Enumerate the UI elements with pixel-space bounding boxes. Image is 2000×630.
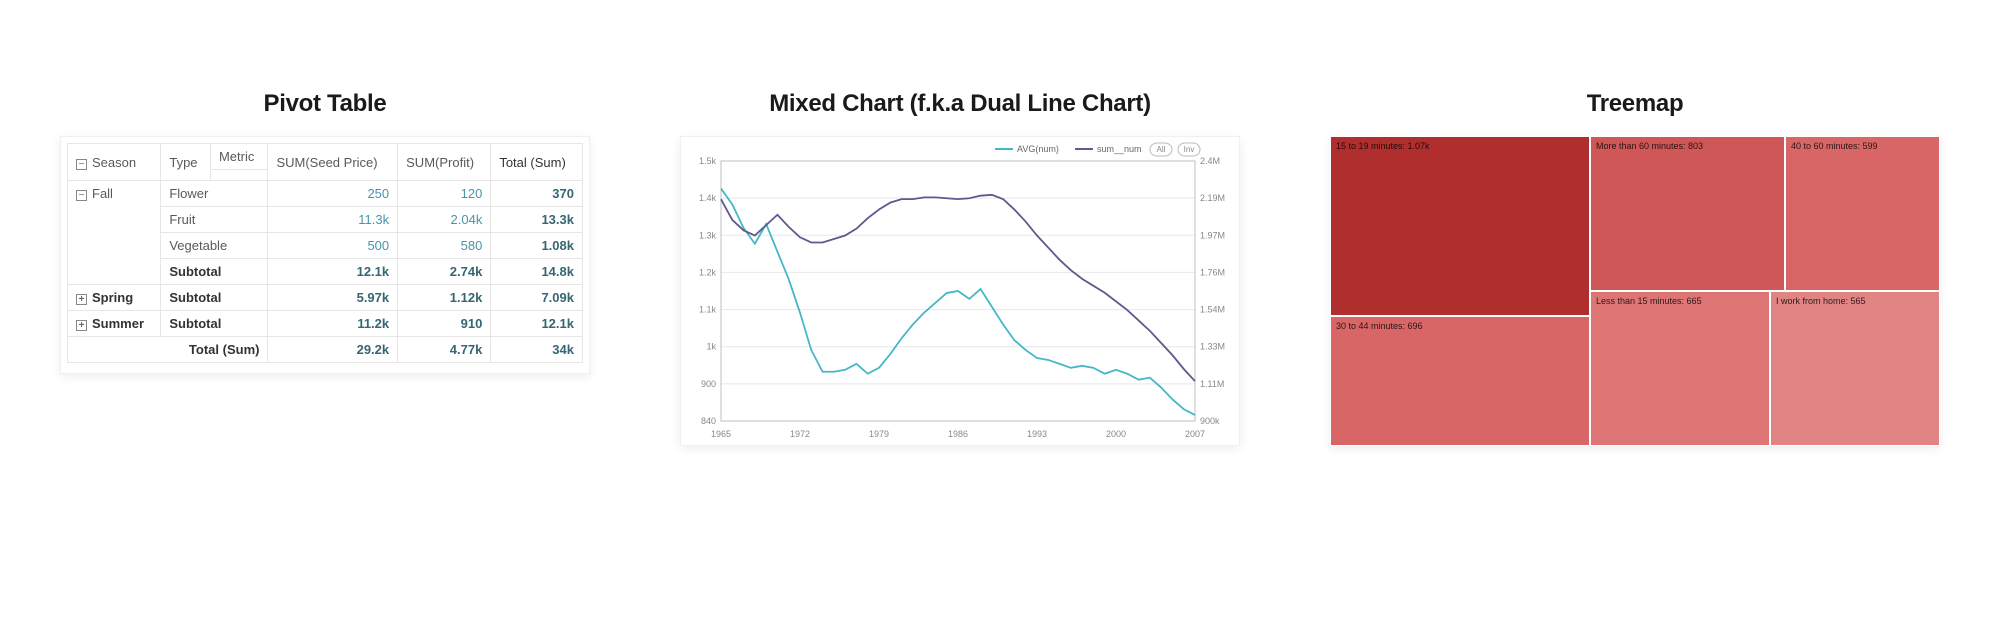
mixed-title: Mixed Chart (f.k.a Dual Line Chart) xyxy=(769,90,1151,118)
svg-text:1.33M: 1.33M xyxy=(1200,342,1225,352)
pivot-table: −Season Type Metric SUM(Seed Price) SUM(… xyxy=(67,143,583,363)
svg-text:AVG(num): AVG(num) xyxy=(1017,144,1059,154)
cell-value: 910 xyxy=(398,311,491,337)
mixed-chart-panel: Mixed Chart (f.k.a Dual Line Chart) 1.5k… xyxy=(680,90,1240,570)
header-type: Type xyxy=(161,144,211,181)
svg-text:1k: 1k xyxy=(706,342,716,352)
svg-text:All: All xyxy=(1157,145,1166,154)
cell-value: 11.2k xyxy=(268,311,398,337)
svg-text:sum__num: sum__num xyxy=(1097,144,1142,154)
header-col1: SUM(Seed Price) xyxy=(268,144,398,181)
cell-value: 29.2k xyxy=(268,337,398,363)
svg-text:900k: 900k xyxy=(1200,416,1220,426)
svg-text:2.19M: 2.19M xyxy=(1200,193,1225,203)
expand-icon[interactable]: + xyxy=(76,320,87,331)
collapse-icon[interactable]: − xyxy=(76,190,87,201)
svg-text:1.5k: 1.5k xyxy=(699,156,717,166)
expand-icon[interactable]: + xyxy=(76,294,87,305)
svg-text:1965: 1965 xyxy=(711,429,731,439)
cell-season-spring[interactable]: +Spring xyxy=(68,285,161,311)
cell-value: 5.97k xyxy=(268,285,398,311)
table-row-subtotal: +Spring Subtotal 5.97k 1.12k 7.09k xyxy=(68,285,583,311)
table-row: −Fall Flower 250 120 370 xyxy=(68,181,583,207)
treemap-cell[interactable]: More than 60 minutes: 803 xyxy=(1590,136,1785,291)
cell-total: 34k xyxy=(491,337,583,363)
cell-total: 1.08k xyxy=(491,233,583,259)
table-row-subtotal: +Summer Subtotal 11.2k 910 12.1k xyxy=(68,311,583,337)
svg-text:840: 840 xyxy=(701,416,716,426)
cell-value: 250 xyxy=(268,181,398,207)
collapse-icon[interactable]: − xyxy=(76,159,87,170)
svg-text:1993: 1993 xyxy=(1027,429,1047,439)
svg-text:2000: 2000 xyxy=(1106,429,1126,439)
svg-text:1.2k: 1.2k xyxy=(699,267,717,277)
cell-value: 11.3k xyxy=(268,207,398,233)
svg-text:2007: 2007 xyxy=(1185,429,1205,439)
cell-type: Subtotal xyxy=(161,285,268,311)
cell-value: 2.04k xyxy=(398,207,491,233)
svg-text:1.54M: 1.54M xyxy=(1200,305,1225,315)
cell-type: Subtotal xyxy=(161,311,268,337)
mixed-chart-svg: 1.5k 1.4k 1.3k 1.2k 1.1k 1k 900 840 2.4M 2.19M 1.9… xyxy=(681,137,1241,447)
cell-value: 2.74k xyxy=(398,259,491,285)
svg-text:1.4k: 1.4k xyxy=(699,193,717,203)
treemap-cell[interactable]: 15 to 19 minutes: 1.07k xyxy=(1330,136,1590,316)
table-row-grandtotal: Total (Sum) 29.2k 4.77k 34k xyxy=(68,337,583,363)
cell-season-fall[interactable]: −Fall xyxy=(68,181,161,285)
treemap-card: 15 to 19 minutes: 1.07k30 to 44 minutes:… xyxy=(1330,136,1940,446)
treemap-cell[interactable]: I work from home: 565 xyxy=(1770,291,1940,446)
header-col2: SUM(Profit) xyxy=(398,144,491,181)
header-season: −Season xyxy=(68,144,161,181)
svg-text:1.1k: 1.1k xyxy=(699,305,717,315)
treemap-panel: Treemap 15 to 19 minutes: 1.07k30 to 44 … xyxy=(1330,90,1940,570)
cell-value: 12.1k xyxy=(268,259,398,285)
cell-total: 14.8k xyxy=(491,259,583,285)
svg-text:1.3k: 1.3k xyxy=(699,230,717,240)
pivot-title: Pivot Table xyxy=(264,90,387,118)
header-metric: Metric xyxy=(210,144,268,170)
cell-type: Fruit xyxy=(161,207,268,233)
svg-text:1972: 1972 xyxy=(790,429,810,439)
svg-text:1.11M: 1.11M xyxy=(1200,379,1224,389)
cell-value: 1.12k xyxy=(398,285,491,311)
cell-value: 4.77k xyxy=(398,337,491,363)
svg-text:1986: 1986 xyxy=(948,429,968,439)
mixed-card: 1.5k 1.4k 1.3k 1.2k 1.1k 1k 900 840 2.4M 2.19M 1.9… xyxy=(680,136,1240,446)
cell-value: 580 xyxy=(398,233,491,259)
cell-season-summer[interactable]: +Summer xyxy=(68,311,161,337)
svg-text:1.97M: 1.97M xyxy=(1200,230,1225,240)
treemap-cell[interactable]: 30 to 44 minutes: 696 xyxy=(1330,316,1590,446)
svg-text:1.76M: 1.76M xyxy=(1200,267,1225,277)
pivot-panel: Pivot Table −Season Type Metric SUM(Seed… xyxy=(60,90,590,570)
cell-type: Vegetable xyxy=(161,233,268,259)
cell-type: Subtotal xyxy=(161,259,268,285)
svg-text:900: 900 xyxy=(701,379,716,389)
cell-total: 12.1k xyxy=(491,311,583,337)
svg-text:2.4M: 2.4M xyxy=(1200,156,1220,166)
cell-total: 370 xyxy=(491,181,583,207)
svg-text:1979: 1979 xyxy=(869,429,889,439)
treemap-cell[interactable]: Less than 15 minutes: 665 xyxy=(1590,291,1770,446)
cell-total: 13.3k xyxy=(491,207,583,233)
treemap-title: Treemap xyxy=(1587,90,1684,118)
header-total: Total (Sum) xyxy=(491,144,583,181)
pivot-card: −Season Type Metric SUM(Seed Price) SUM(… xyxy=(60,136,590,374)
cell-type: Flower xyxy=(161,181,268,207)
cell-total: 7.09k xyxy=(491,285,583,311)
svg-text:Inv: Inv xyxy=(1184,145,1195,154)
treemap-cell[interactable]: 40 to 60 minutes: 599 xyxy=(1785,136,1940,291)
cell-value: 120 xyxy=(398,181,491,207)
cell-value: 500 xyxy=(268,233,398,259)
cell-total-label: Total (Sum) xyxy=(68,337,268,363)
